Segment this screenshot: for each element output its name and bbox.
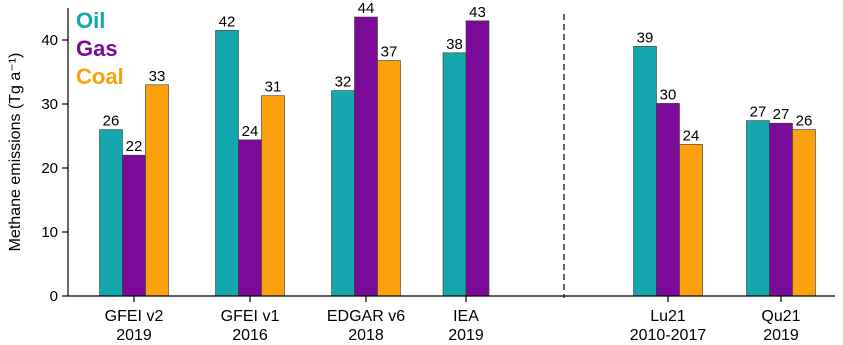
x-tick-label-iea: IEA (453, 308, 479, 325)
legend-entry-coal: Coal (76, 64, 124, 89)
bar-lu21-oil (633, 46, 657, 297)
value-label-gfei-v2-coal: 33 (149, 68, 166, 85)
bar-iea-gas (465, 20, 490, 297)
y-tick-label-0: 0 (50, 288, 58, 305)
y-tick-label-30: 30 (41, 96, 58, 113)
x-tick-sublabel-iea: 2019 (448, 327, 484, 344)
x-tick-label-qu21: Qu21 (761, 308, 800, 325)
bar-gfei-v2-oil (99, 129, 123, 297)
x-tick-label-edgar-v6: EDGAR v6 (327, 308, 405, 325)
value-label-gfei-v2-gas: 22 (126, 138, 143, 155)
value-label-gfei-v1-oil: 42 (219, 13, 236, 30)
x-tick-sublabel-qu21: 2019 (763, 327, 799, 344)
bar-gfei-v1-oil (215, 30, 239, 297)
bar-qu21-coal (792, 129, 816, 297)
value-label-iea-oil: 38 (446, 36, 463, 53)
bar-edgar-v6-coal (377, 60, 401, 297)
bar-edgar-v6-oil (331, 90, 355, 297)
value-label-qu21-gas: 27 (773, 106, 790, 123)
value-label-lu21-coal: 24 (683, 127, 700, 144)
value-label-edgar-v6-gas: 44 (358, 0, 375, 17)
value-label-qu21-oil: 27 (750, 104, 767, 121)
bar-edgar-v6-gas (354, 16, 378, 297)
value-label-edgar-v6-coal: 37 (381, 44, 398, 61)
y-tick-label-20: 20 (41, 160, 58, 177)
bar-gfei-v1-coal (261, 95, 285, 297)
x-tick-sublabel-gfei-v2: 2019 (116, 327, 152, 344)
value-label-gfei-v2-oil: 26 (103, 113, 120, 130)
x-tick-label-gfei-v2: GFEI v2 (105, 308, 164, 325)
value-label-gfei-v1-gas: 24 (242, 123, 259, 140)
y-tick-label-40: 40 (41, 32, 58, 49)
bar-lu21-gas (656, 103, 680, 297)
bar-iea-oil (442, 52, 467, 297)
value-label-iea-gas: 43 (469, 4, 486, 21)
bar-lu21-coal (679, 144, 703, 297)
bar-qu21-gas (769, 122, 793, 297)
x-tick-label-lu21: Lu21 (650, 308, 686, 325)
value-label-lu21-oil: 39 (637, 29, 654, 46)
x-tick-label-gfei-v1: GFEI v1 (221, 308, 280, 325)
bar-gfei-v1-gas (238, 139, 262, 297)
x-tick-sublabel-edgar-v6: 2018 (348, 327, 384, 344)
bar-qu21-oil (746, 120, 770, 297)
bar-gfei-v2-gas (122, 154, 146, 297)
x-tick-sublabel-gfei-v1: 2016 (232, 327, 268, 344)
value-label-qu21-coal: 26 (796, 113, 813, 130)
legend-entry-oil: Oil (76, 8, 105, 33)
y-axis-title: Methane emissions (Tg a⁻¹) (7, 53, 24, 252)
value-label-lu21-gas: 30 (660, 86, 677, 103)
legend-entry-gas: Gas (76, 36, 118, 61)
bar-gfei-v2-coal (145, 84, 169, 297)
y-tick-label-10: 10 (41, 224, 58, 241)
value-label-gfei-v1-coal: 31 (265, 79, 282, 96)
value-label-edgar-v6-oil: 32 (335, 74, 352, 91)
x-tick-sublabel-lu21: 2010-2017 (630, 327, 707, 344)
